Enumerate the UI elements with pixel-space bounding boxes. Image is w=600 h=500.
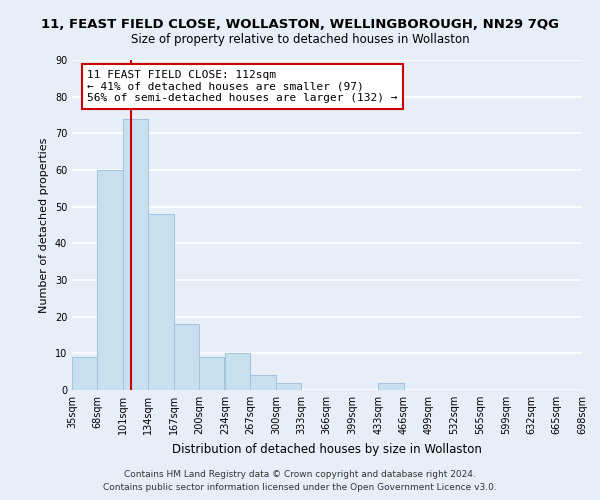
X-axis label: Distribution of detached houses by size in Wollaston: Distribution of detached houses by size … (172, 442, 482, 456)
Bar (97, 170, 123, 390)
Y-axis label: Number of detached properties: Number of detached properties (39, 138, 49, 312)
Bar (72, 357, 97, 390)
Bar (199, 357, 224, 390)
Bar (173, 324, 199, 390)
Bar (250, 376, 276, 390)
Bar (148, 214, 173, 390)
Text: 11 FEAST FIELD CLOSE: 112sqm
← 41% of detached houses are smaller (97)
56% of se: 11 FEAST FIELD CLOSE: 112sqm ← 41% of de… (88, 70, 398, 103)
Text: 11, FEAST FIELD CLOSE, WOLLASTON, WELLINGBOROUGH, NN29 7QG: 11, FEAST FIELD CLOSE, WOLLASTON, WELLIN… (41, 18, 559, 30)
Bar (378, 382, 404, 390)
Text: Size of property relative to detached houses in Wollaston: Size of property relative to detached ho… (131, 32, 469, 46)
Bar (123, 118, 148, 390)
Bar (225, 354, 250, 390)
Bar (276, 382, 301, 390)
Text: Contains HM Land Registry data © Crown copyright and database right 2024.
Contai: Contains HM Land Registry data © Crown c… (103, 470, 497, 492)
